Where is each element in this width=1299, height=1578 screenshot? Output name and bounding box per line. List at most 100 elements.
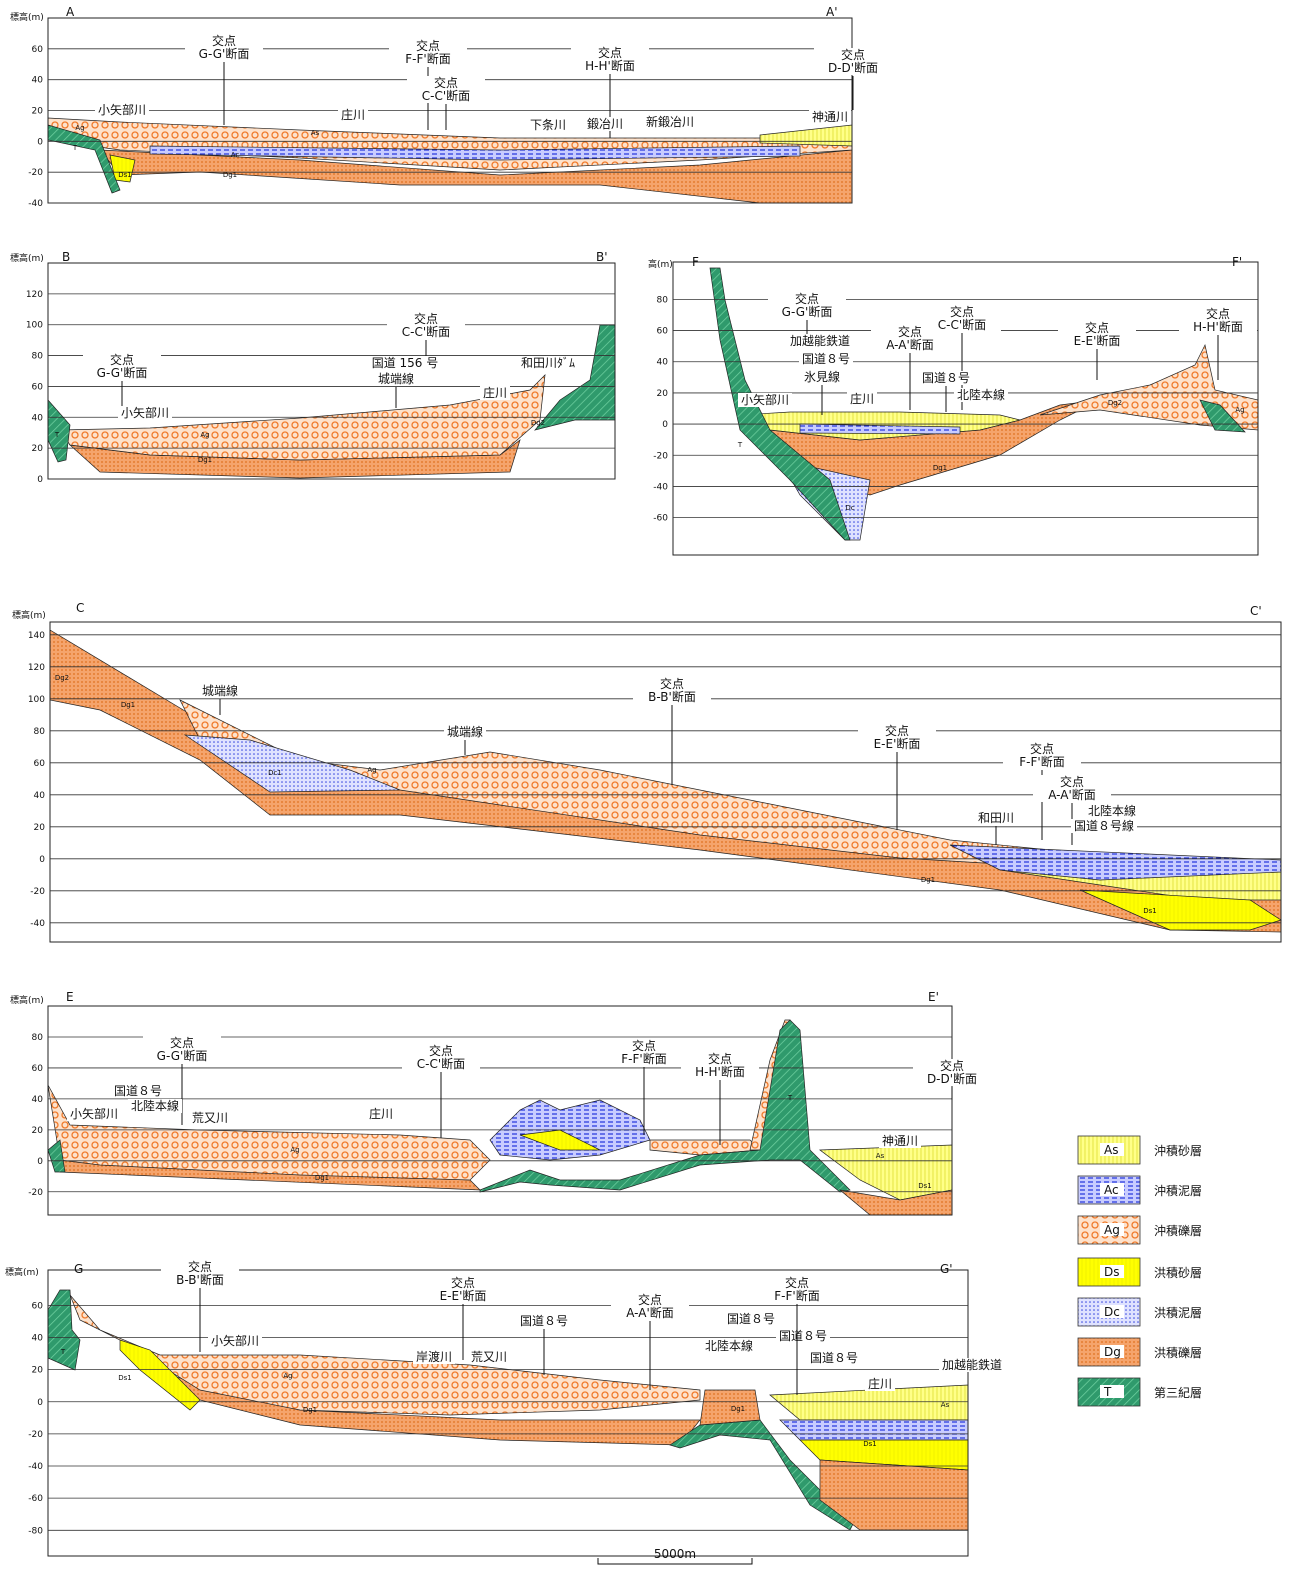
layer-label: Dg1	[198, 456, 212, 464]
stratum	[535, 325, 615, 430]
annotation: G-G'断面	[97, 365, 148, 380]
annotation: H-H'断面	[585, 58, 635, 73]
y-tick-label: -40	[28, 1462, 43, 1472]
y-tick-label: 140	[28, 631, 45, 641]
legend-name: 沖積泥層	[1154, 1183, 1202, 1198]
axis-label: 標高(m)	[10, 11, 44, 23]
layer-label: Ag	[283, 1372, 292, 1380]
y-tick-label: 80	[657, 295, 669, 305]
y-tick-label: 80	[34, 727, 46, 737]
annotation: 交点	[416, 38, 440, 53]
annotation: 交点	[212, 33, 236, 48]
annotation: 鍛冶川	[587, 117, 623, 131]
annotation: 交点	[940, 1058, 964, 1073]
annotation: 交点	[170, 1035, 194, 1050]
axis-label: 高(m)	[648, 258, 673, 270]
y-tick-label: -20	[28, 168, 43, 178]
annotation: 北陸本線	[131, 1098, 179, 1113]
annotation: 北陸本線	[957, 387, 1005, 402]
section-start: B	[62, 250, 70, 264]
y-tick-label: 40	[32, 1333, 44, 1343]
annotation: 庄川	[868, 1376, 892, 1391]
y-tick-label: -60	[28, 1494, 43, 1504]
legend-code: T	[1103, 1385, 1112, 1399]
layer-label: Dg1	[223, 171, 237, 179]
annotation: 国道８号	[114, 1084, 162, 1098]
annotation: F-F'断面	[774, 1288, 819, 1303]
annotation: 交点	[795, 291, 819, 306]
annotation: 城端線	[447, 724, 483, 739]
annotation: 庄川	[483, 385, 507, 400]
geologic-sections: 6040200-20-40標高(m)AA'交点G-G'断面交点F-F'断面交点C…	[0, 0, 1299, 1578]
legend-name: 沖積砂層	[1154, 1143, 1202, 1158]
legend-name: 第三紀層	[1154, 1386, 1202, 1400]
layer-label: As	[876, 1152, 885, 1160]
axis-label: 標高(m)	[10, 252, 44, 264]
annotation: G-G'断面	[782, 304, 833, 319]
annotation: C-C'断面	[417, 1056, 465, 1071]
annotation: F-F'断面	[405, 51, 450, 66]
axis-label: 標高(m)	[12, 609, 46, 621]
y-tick-label: 0	[39, 855, 45, 865]
annotation: E-E'断面	[1074, 333, 1121, 348]
y-tick-label: 0	[662, 420, 668, 430]
annotation: 荒又川	[471, 1350, 507, 1364]
annotation: G-G'断面	[199, 46, 250, 61]
annotation: 交点	[632, 1038, 656, 1053]
annotation: 加越能鉄道	[942, 1357, 1002, 1372]
layer-label: As	[311, 129, 320, 137]
annotation: 和田川ﾀﾞﾑ	[521, 356, 575, 370]
layer-label: Ds1	[1143, 907, 1157, 915]
annotation: E-E'断面	[440, 1288, 487, 1303]
layer-label: T	[737, 441, 743, 449]
annotation: 神通川	[812, 110, 848, 124]
y-tick-label: -40	[653, 482, 668, 492]
annotation: 交点	[898, 324, 922, 339]
annotation: 神通川	[882, 1134, 918, 1148]
annotation: 交点	[1206, 306, 1230, 321]
annotation: F-F'断面	[621, 1051, 666, 1066]
axis-label: 標高(m)	[10, 994, 44, 1006]
annotation: 交点	[414, 311, 438, 326]
annotation: 氷見線	[804, 369, 840, 384]
annotation: 交点	[110, 352, 134, 367]
annotation: 交点	[188, 1259, 212, 1274]
layer-label: Dg2	[531, 419, 545, 427]
layer-label: T	[787, 1094, 793, 1102]
legend-code: Ds	[1104, 1265, 1120, 1279]
annotation: 下条川	[530, 118, 566, 132]
layer-label: Ag	[75, 124, 84, 132]
y-tick-label: 60	[32, 1064, 44, 1074]
legend-name: 洪積礫層	[1154, 1345, 1202, 1360]
legend-code: Dg	[1104, 1345, 1121, 1359]
annotation: 小矢部川	[121, 405, 169, 420]
annotation: 加越能鉄道	[790, 333, 850, 348]
y-tick-label: 0	[37, 1157, 43, 1167]
y-tick-label: 60	[34, 759, 46, 769]
layer-label: Dg1	[731, 1405, 745, 1413]
scale-label: 5000m	[654, 1547, 696, 1561]
axis-label: 標高(m)	[5, 1266, 39, 1278]
layer-label: Dg2	[1108, 399, 1122, 407]
legend-code: Dc	[1104, 1305, 1120, 1319]
y-tick-label: -80	[28, 1526, 43, 1536]
section-end: B'	[596, 250, 608, 264]
y-tick-label: 60	[32, 1301, 44, 1311]
layer-label: Ag	[200, 431, 209, 439]
annotation: G-G'断面	[157, 1048, 208, 1063]
section-start: G	[74, 1262, 83, 1276]
annotation: F-F'断面	[1019, 754, 1064, 769]
y-tick-label: 40	[32, 76, 44, 86]
legend-name: 洪積砂層	[1154, 1265, 1202, 1280]
annotation: D-D'断面	[828, 60, 878, 75]
annotation: A-A'断面	[1048, 787, 1096, 802]
section-end: G'	[940, 1262, 953, 1276]
annotation: 交点	[1085, 320, 1109, 335]
y-tick-label: 100	[28, 695, 45, 705]
layer-label: T	[72, 144, 78, 152]
annotation: 城端線	[378, 371, 414, 386]
y-tick-label: 20	[32, 444, 44, 454]
annotation: A-A'断面	[626, 1305, 674, 1320]
annotation: 国道８号	[727, 1312, 775, 1326]
annotation: 北陸本線	[705, 1338, 753, 1353]
